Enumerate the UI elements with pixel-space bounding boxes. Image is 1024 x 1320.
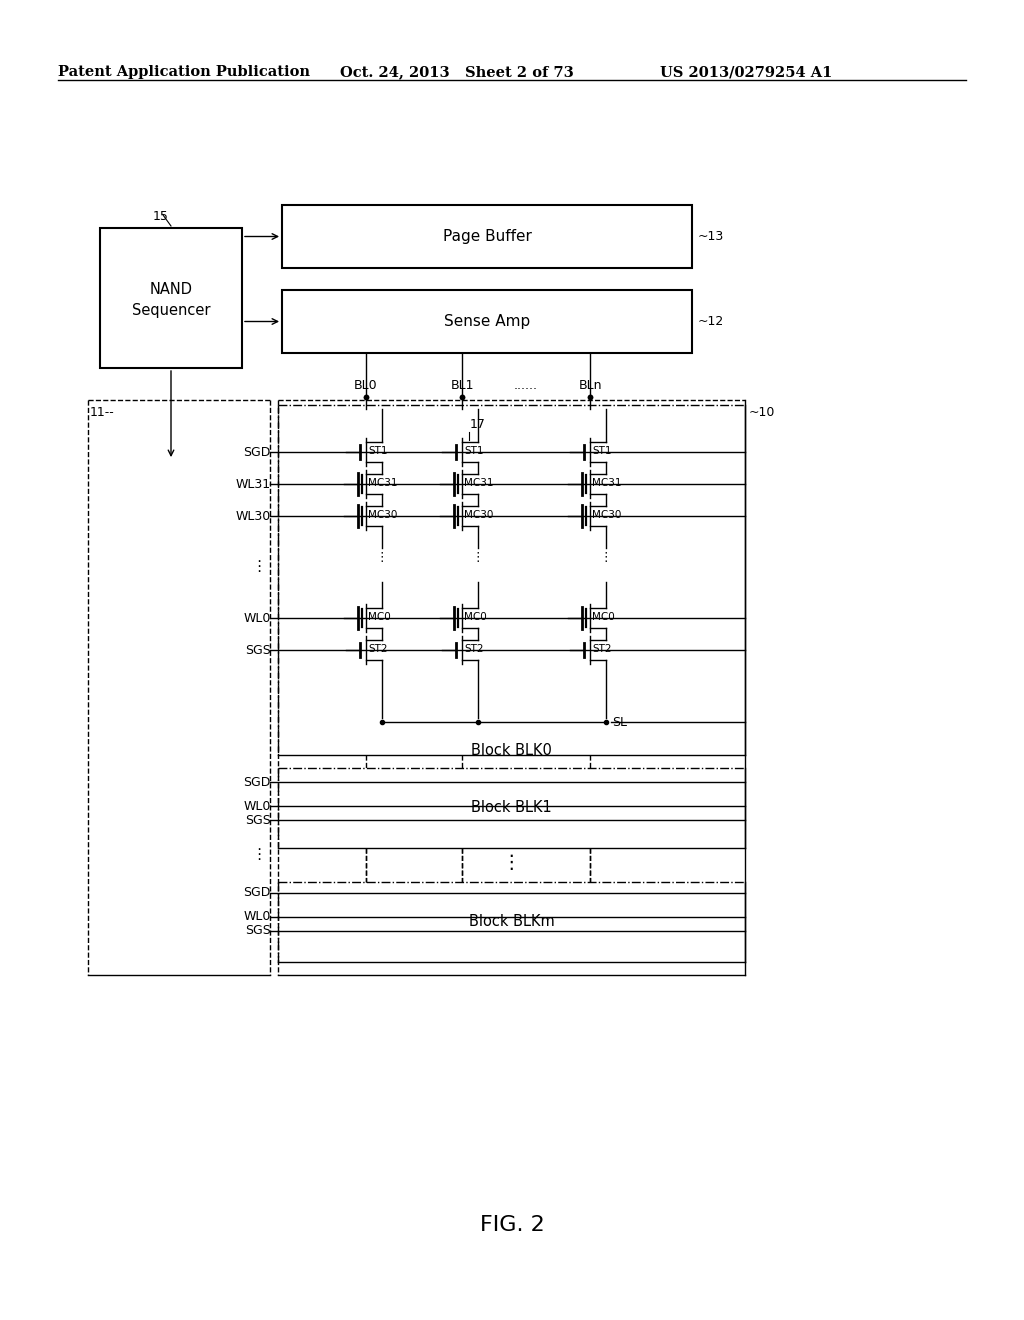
Text: SGS: SGS — [246, 813, 271, 826]
Text: WL30: WL30 — [236, 510, 271, 523]
Text: SGD: SGD — [244, 887, 271, 899]
Text: MC30: MC30 — [368, 510, 397, 520]
Text: ST2: ST2 — [464, 644, 483, 653]
Text: MC30: MC30 — [592, 510, 622, 520]
Text: SGD: SGD — [244, 776, 271, 788]
Text: SL: SL — [612, 715, 627, 729]
Text: ⋮: ⋮ — [376, 550, 388, 564]
Bar — [282, 205, 692, 268]
Text: Sense Amp: Sense Amp — [443, 314, 530, 329]
Text: WL0: WL0 — [244, 911, 271, 924]
Text: BL0: BL0 — [354, 379, 378, 392]
Text: ⋮: ⋮ — [472, 550, 484, 564]
Text: Block BLK0: Block BLK0 — [471, 743, 552, 758]
Text: ⋮: ⋮ — [251, 560, 266, 574]
Text: Sequencer: Sequencer — [132, 302, 210, 318]
Text: US 2013/0279254 A1: US 2013/0279254 A1 — [660, 65, 833, 79]
Text: ST1: ST1 — [368, 446, 387, 455]
Text: MC0: MC0 — [368, 612, 391, 622]
Text: MC31: MC31 — [464, 478, 494, 488]
Text: MC0: MC0 — [464, 612, 486, 622]
Text: Page Buffer: Page Buffer — [442, 228, 531, 244]
Text: ⋮: ⋮ — [600, 550, 612, 564]
Text: SGS: SGS — [246, 924, 271, 937]
Text: ⋮: ⋮ — [502, 853, 521, 871]
Text: Oct. 24, 2013   Sheet 2 of 73: Oct. 24, 2013 Sheet 2 of 73 — [340, 65, 573, 79]
Text: ......: ...... — [514, 379, 538, 392]
Text: SGS: SGS — [246, 644, 271, 656]
Text: NAND: NAND — [150, 282, 193, 297]
Text: ~12: ~12 — [698, 315, 724, 327]
Text: MC31: MC31 — [368, 478, 397, 488]
Bar — [100, 228, 242, 368]
Text: ST2: ST2 — [592, 644, 611, 653]
Text: MC30: MC30 — [464, 510, 494, 520]
Text: Block BLKm: Block BLKm — [469, 915, 554, 929]
Text: ~10: ~10 — [749, 405, 775, 418]
Text: SGD: SGD — [244, 446, 271, 458]
Text: MC31: MC31 — [592, 478, 622, 488]
Text: ST1: ST1 — [592, 446, 611, 455]
Text: FIG. 2: FIG. 2 — [479, 1214, 545, 1236]
Text: WL0: WL0 — [244, 800, 271, 813]
Text: Patent Application Publication: Patent Application Publication — [58, 65, 310, 79]
Text: WL31: WL31 — [236, 478, 271, 491]
Text: BLn: BLn — [579, 379, 602, 392]
Text: 17: 17 — [470, 418, 485, 432]
Text: Block BLK1: Block BLK1 — [471, 800, 552, 816]
Text: BL1: BL1 — [451, 379, 474, 392]
Bar — [282, 290, 692, 352]
Text: ~13: ~13 — [698, 230, 724, 243]
Text: ST2: ST2 — [368, 644, 387, 653]
Text: 15: 15 — [153, 210, 169, 223]
Text: ST1: ST1 — [464, 446, 483, 455]
Text: 11--: 11-- — [90, 405, 115, 418]
Text: ⋮: ⋮ — [251, 847, 266, 862]
Text: MC0: MC0 — [592, 612, 614, 622]
Text: WL0: WL0 — [244, 611, 271, 624]
